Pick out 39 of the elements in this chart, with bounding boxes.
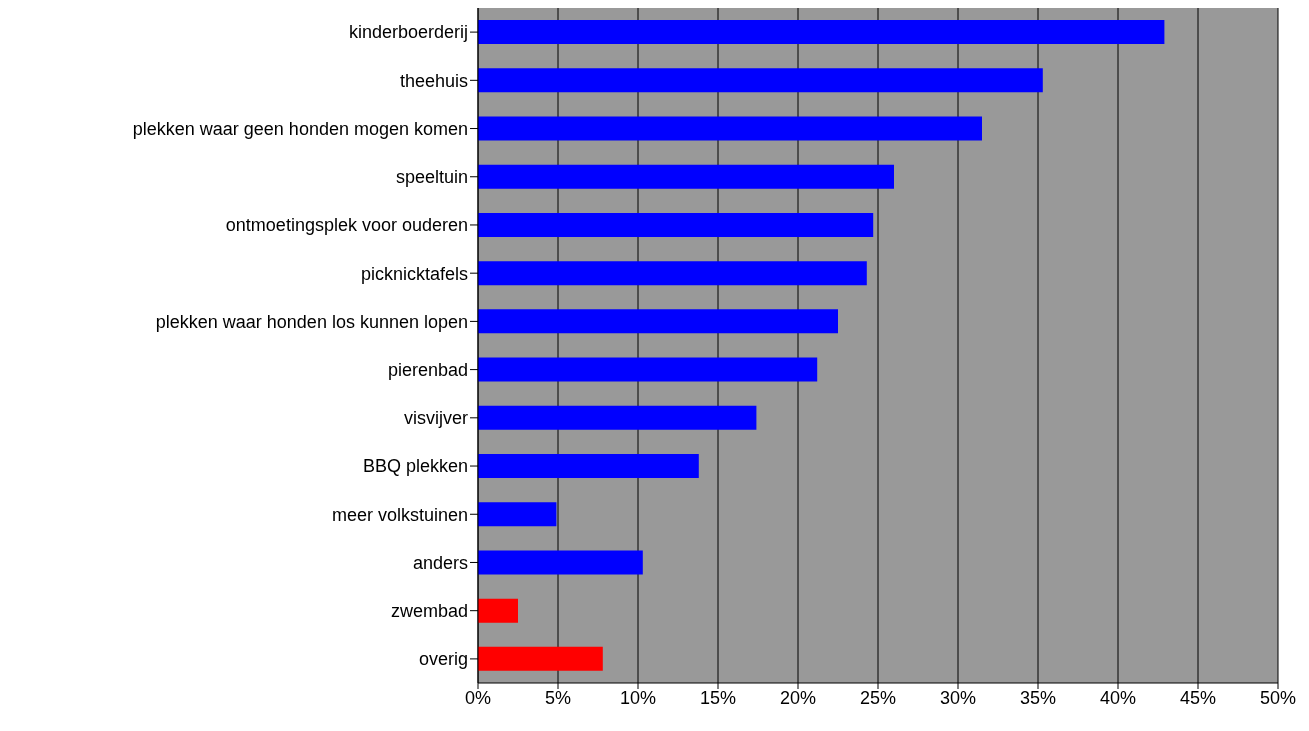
y-tick-label: picknicktafels	[360, 263, 468, 284]
y-tick-label: theehuis	[399, 70, 468, 91]
bar	[478, 20, 1165, 45]
bar	[478, 598, 518, 623]
bar	[478, 357, 818, 382]
bar	[478, 405, 757, 430]
y-tick-label: meer volkstuinen	[331, 504, 468, 525]
y-tick-label: BBQ plekken	[362, 456, 468, 477]
x-tick-label: 30%	[939, 687, 977, 708]
x-tick-label: 40%	[1099, 687, 1137, 708]
y-tick-label: zwembad	[390, 601, 468, 622]
y-tick-label: overig	[418, 649, 468, 670]
x-tick-label: 20%	[779, 687, 817, 708]
x-tick-label: 5%	[544, 687, 572, 708]
y-tick-label: pierenbad	[387, 360, 468, 380]
x-tick-label: 45%	[1179, 687, 1217, 708]
x-tick-label: 10%	[619, 687, 657, 708]
y-tick-label: kinderboerderij	[348, 22, 468, 43]
bar	[478, 164, 894, 189]
y-tick-label: speeltuin	[395, 167, 468, 188]
bar	[478, 502, 557, 527]
bar	[478, 116, 982, 141]
bar	[478, 550, 643, 575]
bar	[478, 261, 867, 286]
y-tick-label: anders	[412, 552, 468, 573]
x-tick-label: 0%	[464, 687, 492, 708]
x-tick-label: 50%	[1259, 687, 1297, 708]
bar	[478, 68, 1043, 93]
x-tick-label: 35%	[1019, 687, 1057, 708]
y-tick-label: plekken waar honden los kunnen lopen	[155, 311, 468, 332]
x-tick-label: 15%	[699, 687, 737, 708]
bar	[478, 212, 874, 237]
x-tick-label: 25%	[859, 687, 897, 708]
y-tick-label: visvijver	[403, 408, 468, 429]
bar	[478, 309, 838, 334]
y-tick-label: ontmoetingsplek voor ouderen	[225, 215, 468, 236]
bar	[478, 646, 603, 671]
bar	[478, 453, 699, 478]
y-tick-label: plekken waar geen honden mogen komen	[132, 118, 468, 139]
